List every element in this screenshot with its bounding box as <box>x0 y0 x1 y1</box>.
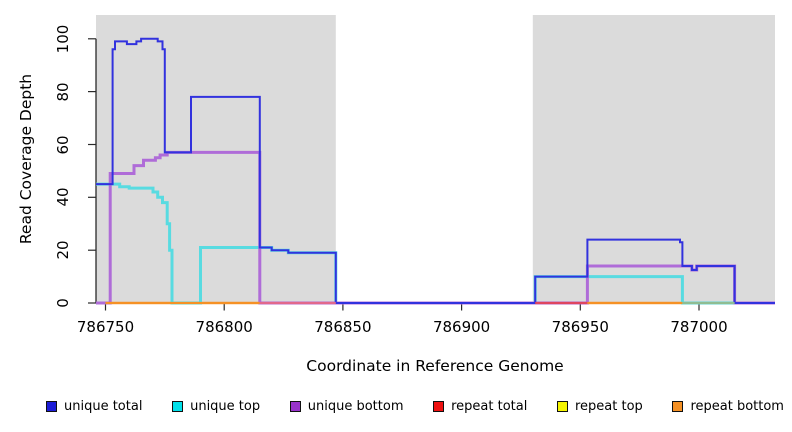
legend-item-unique-top: unique top <box>172 399 260 414</box>
legend-label: unique bottom <box>307 399 404 414</box>
series-unique-total <box>96 37 775 304</box>
shaded-repeat-region <box>532 15 775 303</box>
x-tick-label: 786900 <box>432 318 491 336</box>
x-tick-label: 786950 <box>551 318 609 336</box>
y-tick-label: 0 <box>54 298 72 308</box>
legend-label: unique top <box>190 399 261 414</box>
x-tick-label: 786800 <box>195 318 253 336</box>
legend-item-repeat-bottom: repeat bottom <box>672 399 784 414</box>
shaded-repeat-region <box>96 15 336 303</box>
y-tick-label: 100 <box>54 24 72 54</box>
y-tick-label: 40 <box>54 187 72 207</box>
y-axis-title: Read Coverage Depth <box>17 73 35 245</box>
legend-label: repeat bottom <box>690 399 784 414</box>
legend-label: repeat top <box>575 399 643 414</box>
legend-swatch-icon <box>289 401 301 412</box>
y-tick-label: 60 <box>54 134 72 155</box>
legend-swatch-icon <box>557 401 568 412</box>
legend-swatch-icon <box>172 401 184 412</box>
y-tick-label: 20 <box>54 240 72 260</box>
x-axis-title: Coordinate in Reference Genome <box>306 357 564 375</box>
legend-swatch-icon <box>46 401 57 412</box>
legend-swatch-icon <box>433 401 445 412</box>
x-tick-label: 786850 <box>314 318 372 336</box>
x-tick-label: 786750 <box>76 318 135 336</box>
legend-item-repeat-total: repeat total <box>433 399 527 414</box>
legend-label: unique total <box>64 399 143 414</box>
legend-item-unique-bottom: unique bottom <box>289 399 404 414</box>
legend: unique total unique top unique bottom repea… <box>46 399 784 414</box>
legend-swatch-icon <box>672 401 684 412</box>
legend-label: repeat total <box>451 399 528 414</box>
legend-item-repeat-top: repeat top <box>557 399 643 414</box>
y-tick-label: 80 <box>54 82 72 102</box>
legend-item-unique-total: unique total <box>46 399 142 414</box>
x-tick-label: 787000 <box>670 318 728 336</box>
